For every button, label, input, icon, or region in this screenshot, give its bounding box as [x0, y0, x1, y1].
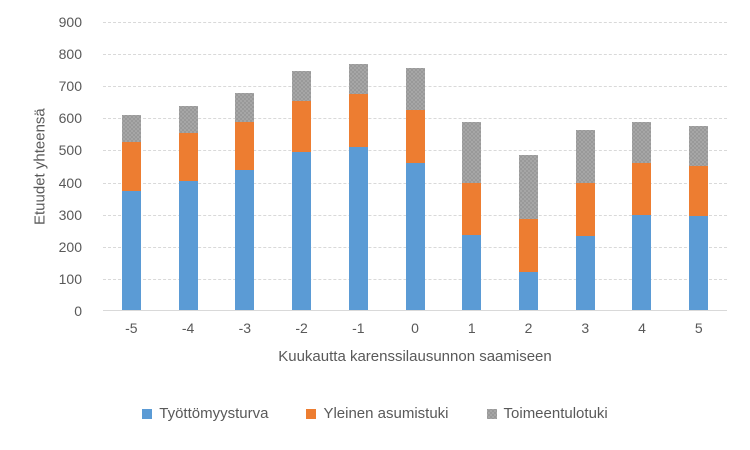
bar-segment	[462, 121, 482, 183]
plot-area	[103, 22, 727, 311]
bar-segment	[121, 115, 141, 143]
x-tick-label: 0	[411, 320, 419, 336]
x-tick-label: -3	[238, 320, 252, 336]
legend-item: Yleinen asumistuki	[306, 405, 449, 422]
bar-segment	[575, 129, 595, 184]
bar-segment	[689, 165, 709, 217]
y-tick-label: 100	[58, 270, 82, 287]
legend-item: Toimeentulotuki	[486, 405, 608, 422]
bar-segment	[575, 235, 595, 311]
x-tick-label: 1	[467, 320, 476, 336]
bar-3	[557, 22, 614, 311]
bar-segment	[121, 190, 141, 311]
legend-label: Työttömyysturva	[159, 405, 269, 422]
bar-segment	[178, 180, 198, 311]
bar-segment	[121, 142, 141, 191]
y-tick-label: 900	[58, 14, 82, 30]
x-axis-title: Kuukautta karenssilausunnon saamiseen	[278, 348, 552, 365]
x-tick-label: 2	[524, 320, 533, 336]
bar-segment	[632, 121, 652, 164]
bar-1	[443, 22, 500, 311]
bar-segment	[405, 163, 425, 311]
bar--4	[160, 22, 217, 311]
bar-segment	[178, 105, 198, 133]
legend: Työttömyysturva Yleinen asumistuki Toimeen…	[0, 405, 750, 422]
y-tick-label: 500	[58, 142, 82, 159]
x-tick-label: -5	[125, 320, 138, 336]
bar-segment	[348, 94, 368, 148]
bar-segment	[292, 71, 312, 101]
bar-segment	[405, 109, 425, 164]
bar--2	[273, 22, 330, 311]
bar-segment	[235, 169, 255, 311]
bar--3	[216, 22, 273, 311]
bar-2	[500, 22, 557, 311]
y-tick-label: 300	[58, 206, 82, 223]
bar--5	[103, 22, 160, 311]
bar-segment	[519, 272, 538, 311]
bar-segment	[519, 154, 538, 219]
bar-4	[614, 22, 671, 311]
x-tick-label: -2	[295, 320, 308, 336]
x-tick-label: 3	[581, 320, 590, 336]
bar-segment	[348, 64, 368, 95]
bar-segment	[405, 68, 425, 110]
legend-swatch-icon	[142, 408, 153, 419]
bar-segment	[462, 234, 482, 311]
x-tick-label: -1	[352, 320, 365, 336]
y-tick-label: 800	[58, 46, 82, 63]
x-axis-tick-labels: -5 -4 -3 -2 -1 0 1 2 3 4 5	[103, 320, 727, 336]
bar-segment	[178, 132, 198, 181]
bar-segment	[575, 183, 595, 236]
gridline	[103, 54, 727, 56]
legend-label: Yleinen asumistuki	[323, 405, 449, 422]
y-tick-label: 600	[58, 110, 82, 127]
y-tick-label: 200	[58, 238, 82, 255]
bar--1	[330, 22, 387, 311]
bar-segment	[235, 93, 255, 122]
bar-segment	[348, 147, 368, 311]
bars-container	[103, 22, 727, 311]
bar-0	[387, 22, 444, 311]
legend-swatch-icon	[486, 408, 497, 419]
x-axis-line	[103, 310, 727, 311]
bar-segment	[519, 218, 538, 273]
x-tick-label: -4	[181, 320, 195, 336]
bar-5	[670, 22, 727, 311]
x-tick-label: 5	[694, 320, 703, 336]
gridline	[103, 22, 727, 23]
bar-segment	[689, 126, 709, 166]
y-tick-label: 0	[74, 303, 82, 319]
legend-item: Työttömyysturva	[142, 405, 268, 422]
x-tick-label: 4	[638, 320, 646, 336]
bar-segment	[689, 216, 709, 311]
y-tick-label: 700	[58, 78, 82, 95]
bar-segment	[462, 182, 482, 235]
bar-segment	[632, 215, 652, 311]
y-tick-label: 400	[58, 174, 82, 191]
bar-segment	[632, 163, 652, 216]
y-axis-tick-labels: 0 100 200 300 400 500 600 700 800 900	[0, 14, 90, 319]
legend-label: Toimeentulotuki	[503, 405, 608, 422]
legend-swatch-icon	[306, 408, 317, 419]
bar-segment	[235, 121, 255, 170]
bar-segment	[292, 152, 312, 311]
bar-segment	[292, 100, 312, 153]
